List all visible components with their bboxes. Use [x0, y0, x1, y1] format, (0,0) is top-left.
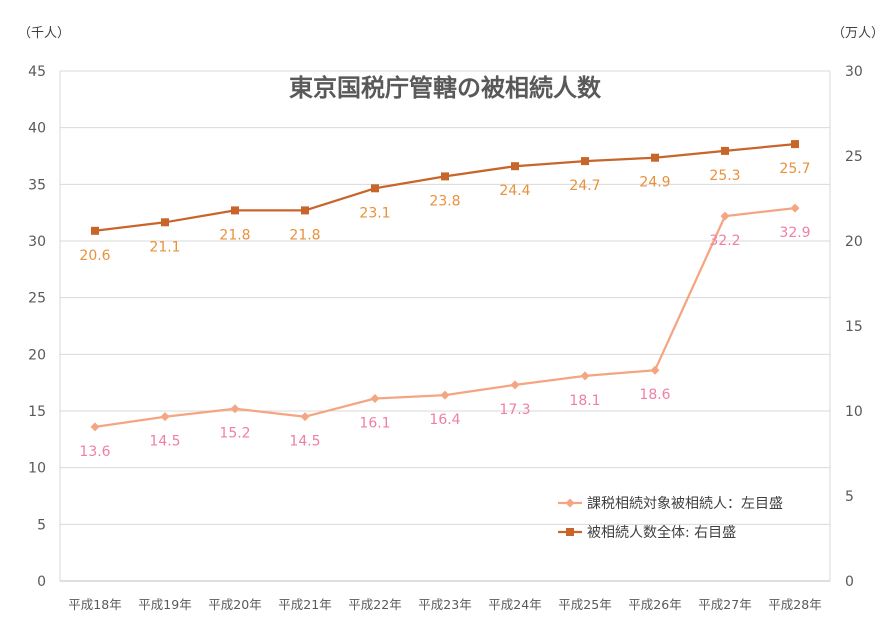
data-point-marker: [790, 203, 800, 213]
data-point-marker: [371, 184, 379, 193]
right-tick-label: 10: [845, 404, 863, 420]
data-point-marker: [91, 226, 99, 235]
data-point-marker: [580, 371, 590, 381]
data-label: 17.3: [499, 402, 530, 418]
data-point-marker: [791, 140, 799, 149]
legend-marker: [566, 528, 574, 536]
data-label: 24.9: [639, 175, 670, 191]
data-point-marker: [231, 206, 239, 215]
x-tick-label: 平成21年: [278, 597, 331, 612]
data-label: 20.6: [79, 248, 110, 264]
data-label: 32.2: [709, 233, 740, 249]
left-tick-label: 45: [28, 64, 46, 80]
left-tick-label: 35: [28, 177, 46, 193]
data-point-marker: [721, 146, 729, 155]
right-tick-label: 15: [845, 319, 863, 335]
x-tick-label: 平成25年: [558, 597, 611, 612]
x-tick-label: 平成26年: [628, 597, 681, 612]
left-tick-label: 30: [28, 234, 46, 250]
data-point-marker: [581, 157, 589, 166]
right-tick-label: 5: [845, 489, 854, 505]
series-group: 13.6 14.5 15.2 14.5 16.1 16.4 17.3 18.1 18.6 32.2…: [79, 140, 811, 460]
data-point-marker: [370, 394, 380, 404]
left-axis-unit: （千人）: [18, 26, 70, 41]
data-label: 16.4: [429, 412, 460, 428]
data-label: 14.5: [289, 434, 320, 450]
data-point-marker: [440, 390, 450, 400]
left-tick-label: 25: [28, 291, 46, 307]
data-label: 14.5: [149, 434, 180, 450]
data-point-marker: [510, 380, 520, 390]
legend-label: 被相続人数全体: 右目盛: [587, 524, 736, 541]
data-point-marker: [650, 365, 660, 375]
data-label: 16.1: [359, 416, 390, 432]
data-label: 13.6: [79, 444, 110, 460]
data-point-marker: [300, 412, 310, 422]
data-point-marker: [90, 422, 100, 432]
data-label: 18.1: [569, 393, 600, 409]
legend-label: 課税相続対象被相続人：左目盛: [587, 495, 783, 512]
data-point-marker: [441, 172, 449, 181]
left-tick-label: 0: [37, 574, 46, 590]
data-point-marker: [160, 412, 170, 422]
series-line-2: [94, 142, 796, 232]
data-label: 18.6: [639, 387, 670, 403]
x-tick-label: 平成20年: [208, 597, 261, 612]
data-label: 21.8: [289, 227, 320, 243]
data-label: 25.7: [779, 161, 810, 177]
data-label: 32.9: [779, 225, 810, 241]
right-tick-label: 0: [845, 574, 854, 590]
right-axis-unit: （万人）: [832, 26, 884, 41]
right-tick-label: 30: [845, 64, 863, 80]
left-tick-label: 40: [28, 121, 46, 137]
right-tick-label: 20: [845, 234, 863, 250]
right-axis-ticks: 0 5 10 15 20 25 30: [845, 64, 863, 590]
data-label: 21.8: [219, 227, 250, 243]
data-point-marker: [511, 162, 519, 171]
left-tick-label: 10: [28, 461, 46, 477]
x-tick-label: 平成19年: [138, 597, 191, 612]
data-label: 21.1: [149, 239, 180, 255]
data-label: 23.8: [429, 193, 460, 209]
left-tick-label: 20: [28, 347, 46, 363]
data-label: 15.2: [219, 426, 250, 442]
data-label: 25.3: [709, 168, 740, 184]
x-tick-label: 平成27年: [698, 597, 751, 612]
left-tick-label: 15: [28, 404, 46, 420]
x-tick-label: 平成24年: [488, 597, 541, 612]
legend-marker: [565, 498, 575, 508]
x-tick-label: 平成18年: [68, 597, 121, 612]
data-point-marker: [720, 211, 730, 221]
data-point-marker: [301, 206, 309, 215]
data-point-marker: [161, 218, 169, 227]
x-axis-ticks: 平成18年 平成19年 平成20年 平成21年 平成22年 平成23年 平成24年 平成25年…: [68, 597, 821, 612]
data-point-marker: [230, 404, 240, 414]
x-tick-label: 平成22年: [348, 597, 401, 612]
data-label: 23.1: [359, 205, 390, 221]
data-label: 24.4: [499, 183, 530, 199]
data-label: 24.7: [569, 178, 600, 194]
data-point-marker: [651, 153, 659, 162]
left-axis-ticks: 0 5 10 15 20 25 30 35 40 45: [28, 64, 46, 590]
x-tick-label: 平成28年: [768, 597, 821, 612]
x-tick-label: 平成23年: [418, 597, 471, 612]
chart-title: 東京国税庁管轄の被相続人数: [289, 74, 602, 102]
left-tick-label: 5: [37, 517, 46, 533]
gridlines: [59, 70, 831, 582]
right-tick-label: 25: [845, 149, 863, 165]
